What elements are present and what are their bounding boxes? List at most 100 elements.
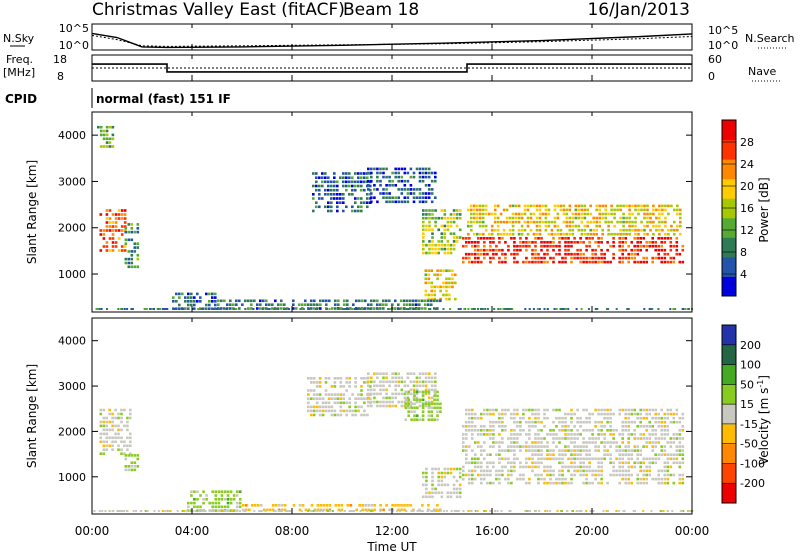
data-cell-6 bbox=[678, 429, 682, 432]
floor-cell bbox=[483, 510, 486, 512]
data-cell-8 bbox=[476, 232, 479, 236]
data-cell-6 bbox=[510, 473, 513, 477]
floor-cell bbox=[453, 510, 456, 512]
data-cell-7 bbox=[636, 260, 639, 264]
data-cell-6 bbox=[660, 429, 663, 432]
data-cell-7 bbox=[561, 237, 564, 240]
data-cell-6 bbox=[663, 437, 667, 440]
data-cell-6 bbox=[522, 445, 525, 448]
data-cell-6 bbox=[597, 412, 600, 416]
floor-cell bbox=[100, 308, 103, 310]
data-cell-3 bbox=[382, 396, 385, 400]
data-cell-8 bbox=[508, 232, 512, 236]
data-cell-3 bbox=[427, 392, 431, 396]
data-cell-8 bbox=[616, 232, 619, 236]
data-cell-6 bbox=[573, 461, 576, 465]
data-cell-6 bbox=[474, 461, 477, 465]
data-cell-6 bbox=[424, 269, 428, 272]
data-cell-10 bbox=[325, 299, 328, 303]
data-cell-7 bbox=[654, 241, 657, 244]
floor-cell bbox=[410, 510, 413, 512]
data-cell-7 bbox=[534, 241, 537, 244]
data-cell-6 bbox=[498, 412, 501, 416]
data-cell-6 bbox=[471, 408, 474, 412]
data-cell-9 bbox=[196, 300, 199, 303]
data-cell-2 bbox=[324, 389, 328, 392]
data-cell-7 bbox=[591, 252, 594, 256]
data-cell-5 bbox=[452, 209, 456, 212]
data-cell-7 bbox=[193, 490, 196, 493]
data-cell-1 bbox=[105, 133, 109, 137]
data-cell-6 bbox=[537, 477, 540, 481]
data-cell-8 bbox=[283, 508, 287, 512]
data-cell-7 bbox=[645, 244, 648, 248]
data-cell-7 bbox=[588, 241, 591, 244]
data-cell-7 bbox=[238, 490, 242, 493]
data-cell-0 bbox=[108, 428, 111, 432]
data-cell-2 bbox=[312, 381, 316, 384]
data-cell-6 bbox=[439, 269, 442, 272]
data-cell-0 bbox=[102, 448, 106, 451]
data-cell-6 bbox=[651, 433, 654, 436]
data-cell-2 bbox=[310, 405, 313, 409]
data-cell-6 bbox=[498, 449, 501, 452]
data-cell-3 bbox=[412, 388, 416, 392]
date-label: 16/Jan/2013 bbox=[587, 0, 690, 20]
data-cell-6 bbox=[445, 269, 448, 272]
data-cell-2 bbox=[333, 377, 337, 380]
data-cell-10 bbox=[415, 299, 418, 303]
floor-cell bbox=[463, 308, 466, 310]
data-cell-8 bbox=[529, 220, 533, 224]
floor-cell bbox=[371, 510, 374, 512]
data-cell-6 bbox=[486, 412, 489, 416]
data-cell-6 bbox=[678, 481, 682, 485]
data-cell-8 bbox=[622, 220, 625, 224]
data-cell-6 bbox=[498, 416, 501, 420]
data-cell-6 bbox=[663, 433, 667, 436]
data-cell-3 bbox=[318, 205, 321, 209]
data-cell-8 bbox=[667, 204, 670, 208]
data-cell-8 bbox=[649, 220, 652, 224]
data-cell-0 bbox=[120, 249, 124, 252]
data-cell-6 bbox=[633, 465, 636, 469]
data-cell-6 bbox=[465, 433, 468, 436]
data-cell-7 bbox=[669, 248, 673, 252]
data-cell-4 bbox=[370, 200, 373, 204]
data-cell-6 bbox=[424, 277, 428, 281]
data-cell-3 bbox=[363, 201, 366, 204]
data-cell-6 bbox=[504, 477, 507, 481]
data-cell-6 bbox=[471, 437, 474, 440]
data-cell-10 bbox=[436, 299, 439, 303]
data-cell-6 bbox=[609, 461, 612, 465]
data-cell-10 bbox=[382, 307, 385, 310]
data-cell-1 bbox=[111, 133, 115, 137]
data-cell-6 bbox=[576, 457, 579, 461]
data-cell-7 bbox=[645, 260, 648, 264]
data-cell-7 bbox=[618, 256, 621, 260]
data-cell-5 bbox=[425, 228, 428, 232]
data-cell-8 bbox=[664, 220, 667, 224]
data-cell-3 bbox=[327, 184, 330, 188]
data-cell-7 bbox=[537, 256, 540, 260]
data-cell-6 bbox=[561, 465, 564, 469]
floor-cell bbox=[369, 510, 372, 512]
data-cell-6 bbox=[462, 473, 465, 477]
data-cell-8 bbox=[658, 220, 661, 224]
floor-cell bbox=[457, 308, 460, 310]
data-cell-6 bbox=[513, 445, 516, 448]
data-cell-6 bbox=[579, 449, 582, 452]
data-cell-6 bbox=[642, 477, 645, 481]
data-cell-5 bbox=[428, 228, 431, 232]
data-cell-4 bbox=[412, 175, 416, 179]
data-cell-6 bbox=[480, 473, 483, 477]
data-cell-7 bbox=[477, 244, 480, 248]
data-cell-6 bbox=[669, 445, 673, 448]
floor-cell bbox=[159, 308, 162, 310]
data-cell-10 bbox=[409, 299, 412, 303]
data-cell-6 bbox=[480, 425, 483, 428]
data-cell-8 bbox=[553, 208, 557, 212]
data-cell-8 bbox=[478, 220, 482, 224]
data-cell-10 bbox=[343, 303, 346, 306]
data-cell-7 bbox=[516, 244, 519, 248]
data-cell-6 bbox=[666, 469, 670, 473]
